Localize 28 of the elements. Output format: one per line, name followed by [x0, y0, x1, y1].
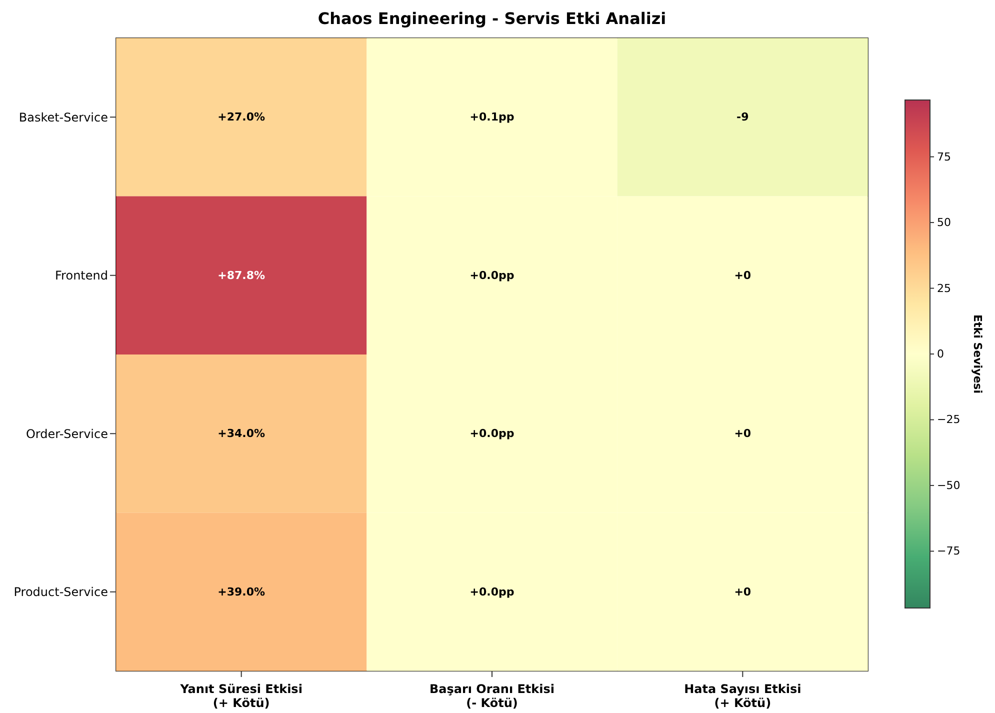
data-label: +39.0%: [218, 585, 266, 598]
color-bar-label: 25: [937, 282, 951, 295]
color-bar-label: 50: [937, 216, 951, 230]
x-tick-label: Hata Sayısı Etkisi (+ Kötü): [684, 682, 802, 710]
y-tick-label: Basket-Service: [18, 110, 108, 124]
y-tick-label: Frontend: [55, 268, 108, 283]
y-tick-label: Product-Service: [14, 585, 108, 600]
x-tick-label: Başarı Oranı Etkisi (- Kötü): [429, 682, 555, 710]
data-label: +0.1pp: [470, 110, 514, 124]
data-label: +0.0pp: [470, 427, 514, 440]
y-tick-label: Order-Service: [26, 426, 108, 441]
color-bar-label: −75: [937, 544, 960, 558]
color-bar-label: −50: [937, 478, 960, 492]
data-label: +27.0%: [218, 110, 266, 124]
data-label: +0: [734, 585, 752, 598]
color-bar-label: −25: [937, 413, 960, 426]
data-label: +0: [734, 427, 752, 440]
color-bar-label: 0: [937, 348, 944, 360]
data-label: -9: [736, 110, 749, 124]
x-tick-label: Yanıt Süresi Etkisi (+ Kötü): [179, 682, 302, 710]
color-bar-label: 75: [937, 150, 951, 164]
data-label: +0: [734, 268, 752, 282]
color-bar-title: Etki Seviyesi: [971, 314, 984, 394]
data-label: +87.8%: [218, 268, 266, 282]
data-label: +0.0pp: [470, 268, 514, 282]
data-label: +0.0pp: [470, 585, 514, 598]
chart-title: Chaos Engineering - Servis Etki Analizi: [318, 9, 666, 28]
data-label: +34.0%: [218, 427, 266, 440]
